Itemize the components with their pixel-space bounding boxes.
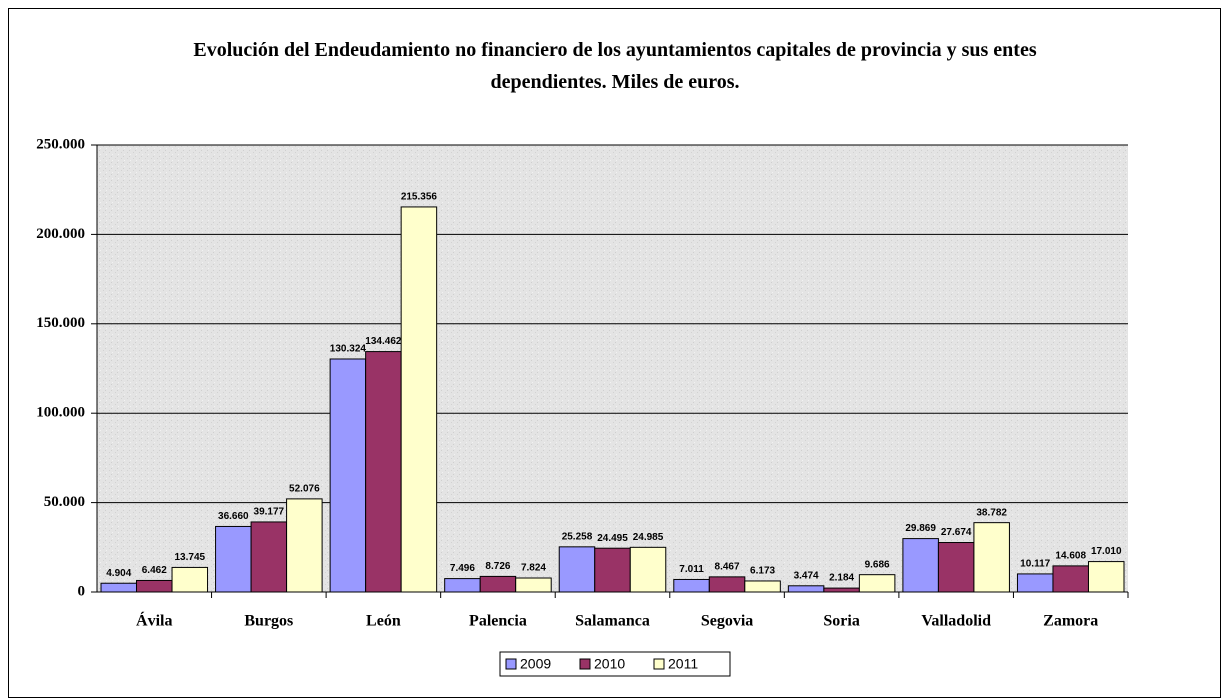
value-label: 13.745 (174, 552, 205, 563)
legend-label: 2011 (668, 656, 698, 672)
y-tick-label: 200.000 (36, 226, 85, 242)
value-label: 6.173 (750, 566, 775, 577)
value-label: 8.467 (715, 562, 740, 573)
value-label: 14.608 (1055, 551, 1086, 562)
value-label: 7.496 (450, 563, 475, 574)
bar (937, 542, 975, 593)
bar (787, 585, 825, 593)
value-label: 7.011 (679, 564, 704, 575)
value-label: 130.324 (330, 344, 367, 355)
y-tick-label: 250.000 (36, 136, 85, 152)
bar (400, 206, 438, 593)
bar (215, 525, 252, 593)
bar (902, 538, 939, 593)
bar (365, 351, 402, 593)
y-tick-label: 50.000 (44, 494, 85, 510)
value-label: 24.495 (597, 533, 628, 544)
bar (444, 578, 481, 593)
legend-swatch (579, 658, 591, 670)
value-label: 8.726 (485, 561, 510, 572)
value-label: 36.660 (218, 511, 249, 522)
bar (286, 498, 323, 593)
value-label: 38.782 (976, 507, 1007, 518)
value-label: 29.869 (905, 523, 936, 534)
x-tick-label: Valladolid (921, 613, 991, 630)
y-tick-label: 100.000 (36, 405, 85, 421)
legend-box (499, 651, 731, 677)
value-label: 9.686 (865, 559, 890, 570)
bar (1087, 561, 1125, 593)
bar (250, 521, 288, 593)
x-tick-label: León (366, 613, 401, 630)
bar (858, 574, 896, 593)
x-tick-label: Palencia (469, 613, 527, 630)
legend-label: 2009 (520, 656, 551, 672)
value-label: 4.904 (106, 568, 131, 579)
bar (708, 576, 746, 593)
bar (515, 577, 552, 593)
legend-swatch (653, 658, 665, 670)
value-label: 17.010 (1091, 546, 1122, 557)
bar (629, 546, 667, 593)
x-tick-label: Burgos (244, 613, 293, 630)
bar (136, 579, 173, 593)
value-label: 25.258 (562, 531, 593, 542)
plot-area (97, 145, 1128, 592)
y-tick-label: 0 (78, 583, 86, 599)
value-label: 27.674 (941, 527, 972, 538)
bar (1052, 565, 1089, 593)
x-tick-label: Zamora (1043, 613, 1098, 630)
chart-title: Evolución del Endeudamiento no financier… (193, 39, 1037, 93)
x-tick-label: Salamanca (575, 613, 650, 630)
y-tick-label: 150.000 (36, 315, 85, 331)
bar (594, 547, 631, 593)
bar (171, 566, 209, 593)
value-label: 39.177 (254, 507, 285, 518)
bar (329, 358, 367, 593)
value-label: 7.824 (521, 563, 546, 574)
x-tick-label: Soria (823, 613, 859, 630)
bar (479, 575, 517, 593)
value-label: 3.474 (794, 570, 819, 581)
value-label: 52.076 (289, 484, 320, 495)
legend-swatch (505, 658, 517, 670)
bar (673, 578, 710, 593)
bar (744, 580, 781, 593)
value-label: 134.462 (365, 336, 402, 347)
bar (823, 587, 860, 593)
value-label: 6.462 (142, 565, 167, 576)
bar (100, 582, 138, 593)
legend-label: 2010 (594, 656, 625, 672)
value-label: 24.985 (633, 532, 664, 543)
bar (1016, 573, 1054, 593)
value-label: 215.356 (401, 192, 438, 203)
value-label: 10.117 (1020, 559, 1050, 570)
x-tick-label: Segovia (701, 613, 753, 630)
x-tick-label: Ávila (136, 611, 172, 630)
bar (973, 522, 1010, 593)
bar (558, 546, 596, 593)
value-label: 2.184 (829, 573, 854, 584)
